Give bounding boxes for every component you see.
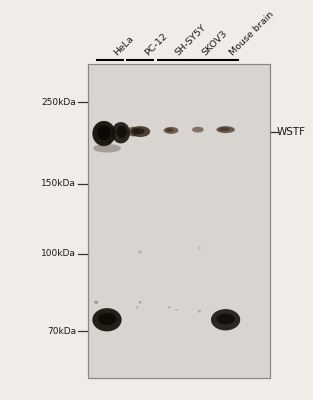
Ellipse shape: [219, 127, 229, 131]
Text: 250kDa: 250kDa: [41, 98, 76, 107]
Ellipse shape: [116, 126, 127, 138]
Text: HeLa: HeLa: [113, 34, 136, 58]
Ellipse shape: [198, 247, 201, 249]
Ellipse shape: [139, 301, 142, 304]
Text: Mouse brain: Mouse brain: [228, 10, 276, 58]
Text: 70kDa: 70kDa: [47, 327, 76, 336]
Text: SKOV3: SKOV3: [200, 29, 229, 58]
Text: 100kDa: 100kDa: [41, 249, 76, 258]
Ellipse shape: [94, 301, 98, 304]
Bar: [89, 64, 270, 378]
Ellipse shape: [136, 306, 138, 308]
Text: SH-SY5Y: SH-SY5Y: [173, 23, 208, 58]
Ellipse shape: [138, 250, 142, 254]
Text: WSTF: WSTF: [276, 126, 305, 136]
Ellipse shape: [112, 122, 130, 144]
Ellipse shape: [133, 128, 145, 134]
Ellipse shape: [130, 126, 150, 137]
Ellipse shape: [211, 309, 240, 330]
Ellipse shape: [168, 306, 171, 308]
Bar: [89, 64, 270, 378]
Ellipse shape: [97, 125, 111, 140]
Ellipse shape: [175, 309, 178, 311]
Text: PC-12: PC-12: [143, 32, 169, 58]
Ellipse shape: [127, 127, 139, 136]
Ellipse shape: [164, 127, 178, 134]
Ellipse shape: [216, 126, 235, 133]
Ellipse shape: [198, 310, 201, 312]
Ellipse shape: [92, 121, 115, 146]
Ellipse shape: [216, 314, 235, 324]
Text: 150kDa: 150kDa: [41, 180, 76, 188]
Ellipse shape: [192, 127, 204, 132]
Ellipse shape: [98, 313, 116, 325]
Ellipse shape: [92, 308, 122, 332]
Ellipse shape: [166, 128, 173, 132]
Ellipse shape: [93, 144, 121, 152]
